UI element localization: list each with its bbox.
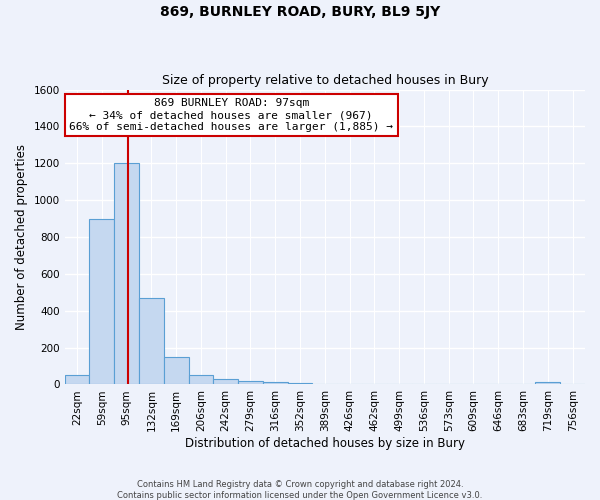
Bar xyxy=(65,375,89,384)
Bar xyxy=(164,357,188,384)
Bar xyxy=(139,298,164,384)
X-axis label: Distribution of detached houses by size in Bury: Distribution of detached houses by size … xyxy=(185,437,465,450)
Bar xyxy=(238,381,263,384)
Bar xyxy=(287,382,313,384)
Bar xyxy=(214,379,238,384)
Text: Contains HM Land Registry data © Crown copyright and database right 2024.
Contai: Contains HM Land Registry data © Crown c… xyxy=(118,480,482,500)
Bar xyxy=(114,164,139,384)
Text: 869, BURNLEY ROAD, BURY, BL9 5JY: 869, BURNLEY ROAD, BURY, BL9 5JY xyxy=(160,5,440,19)
Y-axis label: Number of detached properties: Number of detached properties xyxy=(15,144,28,330)
Bar xyxy=(263,382,287,384)
Bar xyxy=(535,382,560,384)
Text: 869 BURNLEY ROAD: 97sqm
← 34% of detached houses are smaller (967)
66% of semi-d: 869 BURNLEY ROAD: 97sqm ← 34% of detache… xyxy=(69,98,393,132)
Title: Size of property relative to detached houses in Bury: Size of property relative to detached ho… xyxy=(161,74,488,87)
Bar xyxy=(89,218,114,384)
Bar xyxy=(188,375,214,384)
